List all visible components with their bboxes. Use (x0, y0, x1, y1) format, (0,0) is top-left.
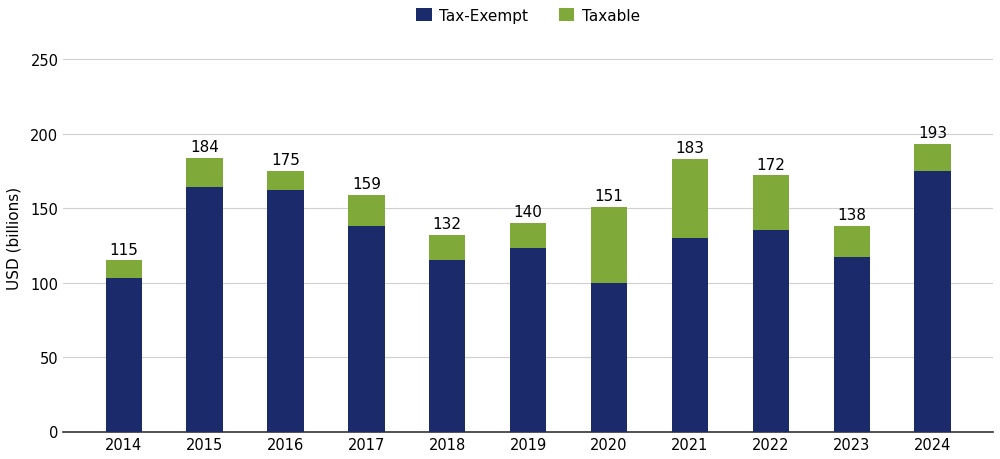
Text: 132: 132 (433, 217, 462, 232)
Bar (753, 176, 789, 231)
Bar (591, 207, 627, 283)
Bar (753, 231, 789, 431)
Bar (429, 261, 465, 431)
Text: 151: 151 (595, 189, 623, 203)
Text: 172: 172 (756, 157, 785, 172)
Text: 184: 184 (190, 140, 219, 155)
Bar (106, 279, 142, 431)
Bar (429, 235, 465, 261)
Bar (834, 227, 870, 257)
Bar (914, 145, 951, 172)
Bar (186, 188, 223, 431)
Bar (834, 257, 870, 431)
Legend: Tax-Exempt, Taxable: Tax-Exempt, Taxable (410, 3, 646, 30)
Bar (267, 172, 304, 191)
Y-axis label: USD (billions): USD (billions) (7, 187, 22, 290)
Text: 115: 115 (109, 242, 138, 257)
Text: 159: 159 (352, 177, 381, 191)
Bar (267, 191, 304, 431)
Bar (106, 261, 142, 279)
Text: 193: 193 (918, 126, 947, 141)
Bar (510, 224, 546, 249)
Bar (510, 249, 546, 431)
Bar (348, 227, 385, 431)
Bar (672, 238, 708, 431)
Text: 138: 138 (837, 208, 866, 223)
Bar (348, 196, 385, 227)
Bar (672, 160, 708, 238)
Bar (914, 172, 951, 431)
Text: 140: 140 (514, 205, 543, 220)
Bar (591, 283, 627, 431)
Text: 183: 183 (675, 141, 704, 156)
Text: 175: 175 (271, 153, 300, 168)
Bar (186, 158, 223, 188)
